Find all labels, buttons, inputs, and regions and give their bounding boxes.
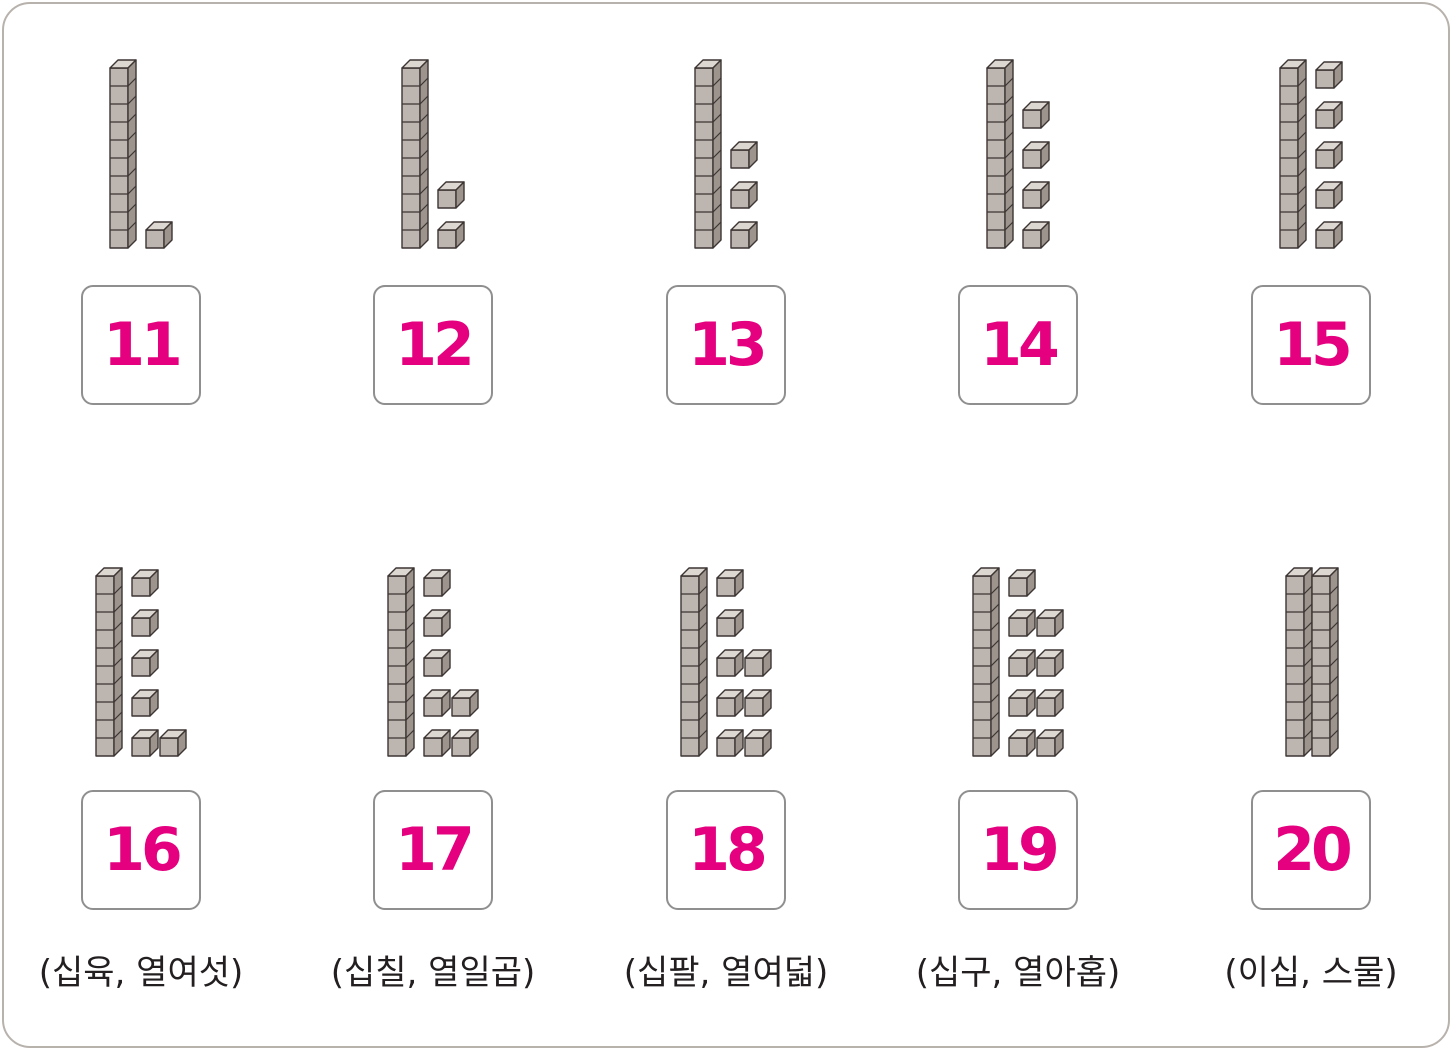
unit-cube xyxy=(730,221,758,249)
unit-cube xyxy=(716,649,744,677)
ten-rod xyxy=(1311,567,1339,757)
unit-cube xyxy=(716,689,744,717)
number-box-14: 14 xyxy=(958,285,1078,405)
reading-18: (십팔, 열여덟) xyxy=(623,953,829,993)
reading-17: (십칠, 열일곱) xyxy=(330,953,536,993)
unit-cube xyxy=(131,569,159,597)
unit-cube xyxy=(716,609,744,637)
unit-cube xyxy=(730,141,758,169)
unit-cube xyxy=(744,689,772,717)
ten-rod xyxy=(972,567,1000,757)
unit-cube xyxy=(131,729,159,757)
number-box-17: 17 xyxy=(373,790,493,910)
unit-cube xyxy=(1036,649,1064,677)
unit-cube xyxy=(451,729,479,757)
unit-cube xyxy=(1008,569,1036,597)
unit-cube xyxy=(423,729,451,757)
unit-cube xyxy=(437,181,465,209)
unit-cube xyxy=(1315,61,1343,89)
unit-cube xyxy=(423,689,451,717)
ten-rod xyxy=(694,59,722,249)
number-box-11: 11 xyxy=(81,285,201,405)
unit-cube xyxy=(423,609,451,637)
unit-cube xyxy=(716,569,744,597)
unit-cube xyxy=(131,649,159,677)
unit-cube xyxy=(1036,609,1064,637)
unit-cube xyxy=(1036,689,1064,717)
number-label: 18 xyxy=(688,815,767,885)
unit-cube xyxy=(1022,101,1050,129)
ten-rod xyxy=(109,59,137,249)
ten-rod xyxy=(1285,567,1313,757)
unit-cube xyxy=(1008,649,1036,677)
ten-rod xyxy=(401,59,429,249)
unit-cube xyxy=(744,729,772,757)
unit-cube xyxy=(1008,689,1036,717)
number-label: 11 xyxy=(103,310,182,380)
unit-cube xyxy=(145,221,173,249)
reading-20: (이십, 스물) xyxy=(1224,953,1398,993)
number-box-15: 15 xyxy=(1251,285,1371,405)
number-box-18: 18 xyxy=(666,790,786,910)
unit-cube xyxy=(1315,101,1343,129)
unit-cube xyxy=(1036,729,1064,757)
number-label: 19 xyxy=(980,815,1059,885)
number-label: 12 xyxy=(395,310,474,380)
unit-cube xyxy=(131,609,159,637)
reading-19: (십구, 열아홉) xyxy=(915,953,1121,993)
ten-rod xyxy=(95,567,123,757)
unit-cube xyxy=(1022,141,1050,169)
unit-cube xyxy=(716,729,744,757)
unit-cube xyxy=(744,649,772,677)
number-label: 15 xyxy=(1273,310,1352,380)
unit-cube xyxy=(423,569,451,597)
unit-cube xyxy=(1022,221,1050,249)
ten-rod xyxy=(387,567,415,757)
number-box-12: 12 xyxy=(373,285,493,405)
unit-cube xyxy=(1022,181,1050,209)
unit-cube xyxy=(1315,141,1343,169)
unit-cube xyxy=(437,221,465,249)
ten-rod xyxy=(986,59,1014,249)
unit-cube xyxy=(1008,609,1036,637)
number-label: 16 xyxy=(103,815,182,885)
number-box-16: 16 xyxy=(81,790,201,910)
unit-cube xyxy=(451,689,479,717)
unit-cube xyxy=(131,689,159,717)
unit-cube xyxy=(730,181,758,209)
number-box-13: 13 xyxy=(666,285,786,405)
number-box-20: 20 xyxy=(1251,790,1371,910)
number-label: 20 xyxy=(1273,815,1352,885)
reading-16: (십육, 열여섯) xyxy=(38,953,244,993)
unit-cube xyxy=(1008,729,1036,757)
ten-rod xyxy=(680,567,708,757)
number-label: 14 xyxy=(980,310,1059,380)
number-label: 13 xyxy=(688,310,767,380)
number-box-19: 19 xyxy=(958,790,1078,910)
ten-rod xyxy=(1279,59,1307,249)
number-label: 17 xyxy=(395,815,474,885)
unit-cube xyxy=(1315,181,1343,209)
unit-cube xyxy=(1315,221,1343,249)
unit-cube xyxy=(159,729,187,757)
unit-cube xyxy=(423,649,451,677)
